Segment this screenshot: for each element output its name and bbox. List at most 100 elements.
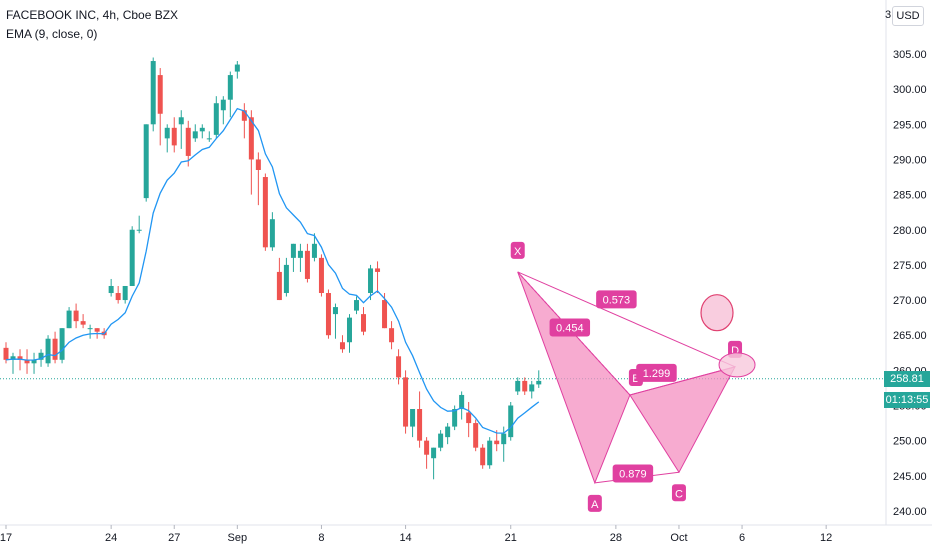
- candle-body: [269, 219, 275, 248]
- candle-body: [473, 423, 479, 448]
- candle-body: [283, 264, 289, 294]
- symbol-title: FACEBOOK INC, 4h, Cboe BZX: [6, 8, 179, 22]
- candle-body: [262, 177, 268, 248]
- candle-body: [157, 75, 163, 114]
- currency-button[interactable]: USD: [892, 6, 924, 26]
- candle-body: [290, 243, 296, 258]
- x-tick-label: 12: [820, 532, 832, 544]
- pattern-point-label: X: [514, 246, 522, 258]
- candle-body: [66, 310, 72, 329]
- pattern-ratio-badge: [549, 318, 591, 337]
- candle-body: [94, 328, 100, 332]
- candle-body: [185, 127, 191, 156]
- y-tick-label: 245.00: [893, 471, 927, 483]
- candle-body: [164, 127, 170, 139]
- candle-body: [17, 356, 23, 360]
- pattern-line-xb: [517, 271, 631, 396]
- candle-body: [375, 268, 381, 272]
- candle-body: [438, 433, 444, 448]
- x-tick-label: 8: [318, 532, 324, 544]
- candle-body: [339, 342, 345, 350]
- y-tick-label: 305.00: [893, 49, 927, 61]
- candle-body: [410, 409, 416, 427]
- pattern-ratio-badge: [612, 464, 654, 483]
- candle-body: [536, 380, 542, 385]
- pattern-ratio-label: 1.299: [643, 368, 671, 380]
- pattern-ratio-label: 0.454: [556, 322, 584, 334]
- pattern-point-label: C: [675, 488, 683, 500]
- pattern-ratio-label: 0.573: [603, 294, 631, 306]
- indicator-legend[interactable]: EMA (9, close, 0): [6, 27, 98, 41]
- candle-body: [227, 75, 233, 100]
- candle-body: [354, 300, 359, 311]
- pattern-line-xd: [517, 271, 736, 368]
- y-tick-label: 265.00: [893, 330, 927, 342]
- candle-body: [129, 229, 135, 286]
- x-tick-label: 21: [505, 532, 517, 544]
- ema-line: [5, 107, 540, 434]
- price-axis-partial-label: 3: [885, 9, 892, 21]
- candle-body: [396, 356, 402, 378]
- candle-body: [199, 127, 205, 132]
- pattern-point-badge: [671, 484, 686, 502]
- candle-body: [368, 268, 374, 294]
- pattern-point-label: D: [731, 345, 739, 357]
- candle-body: [403, 377, 409, 427]
- candle-body: [38, 352, 44, 360]
- x-tick-label: 27: [168, 532, 180, 544]
- candle-body: [297, 250, 303, 258]
- candle-body: [108, 285, 114, 294]
- pattern-ratio-badge: [596, 290, 637, 309]
- candle-body: [31, 359, 37, 364]
- candle-body: [255, 159, 261, 170]
- candle-body: [52, 338, 58, 360]
- x-tick-label: 6: [739, 532, 745, 544]
- x-tick-label: 17: [0, 532, 12, 544]
- candle-body: [206, 138, 212, 140]
- pattern-point-badge: [510, 241, 525, 259]
- y-tick-label: 285.00: [893, 190, 927, 202]
- candle-body: [480, 447, 486, 466]
- candle-body: [346, 317, 352, 343]
- target-ellipse-projection: [700, 294, 734, 332]
- y-tick-label: 280.00: [893, 225, 927, 237]
- x-tick-label: 14: [399, 532, 411, 544]
- x-tick-label: Oct: [670, 532, 687, 544]
- candle-body: [318, 257, 324, 294]
- y-tick-label: 275.00: [893, 260, 927, 272]
- candle-body: [501, 433, 507, 445]
- candle-body: [143, 124, 149, 199]
- candle-body: [178, 117, 184, 125]
- candle-body: [80, 321, 86, 325]
- candle-body: [192, 131, 198, 139]
- y-tick-label: 240.00: [893, 506, 927, 518]
- candle-body: [311, 243, 317, 258]
- x-tick-label: 28: [610, 532, 622, 544]
- countdown-tag: 01:13:55: [884, 391, 930, 408]
- candle-body: [276, 271, 282, 301]
- y-tick-label: 300.00: [893, 84, 927, 96]
- candle-body: [73, 310, 79, 322]
- candle-body: [171, 127, 177, 146]
- candle-body: [304, 250, 310, 279]
- candle-body: [332, 307, 338, 315]
- candle-body: [220, 99, 226, 111]
- candle-body: [3, 347, 9, 360]
- y-tick-label: 250.00: [893, 436, 927, 448]
- pattern-point-label: B: [632, 373, 639, 385]
- candle-body: [241, 110, 247, 121]
- candle-body: [522, 380, 528, 392]
- y-tick-label: 290.00: [893, 154, 927, 166]
- candle-body: [45, 338, 51, 364]
- candle-body: [361, 314, 367, 332]
- candle-body: [248, 117, 254, 160]
- y-tick-label: 295.00: [893, 119, 927, 131]
- candle-body: [115, 293, 121, 301]
- candle-body: [213, 103, 219, 135]
- last-price-tag: 258.81: [884, 370, 930, 387]
- pattern-point-label: A: [591, 499, 599, 511]
- target-ellipse-d: [718, 352, 756, 378]
- candle-body: [325, 293, 331, 336]
